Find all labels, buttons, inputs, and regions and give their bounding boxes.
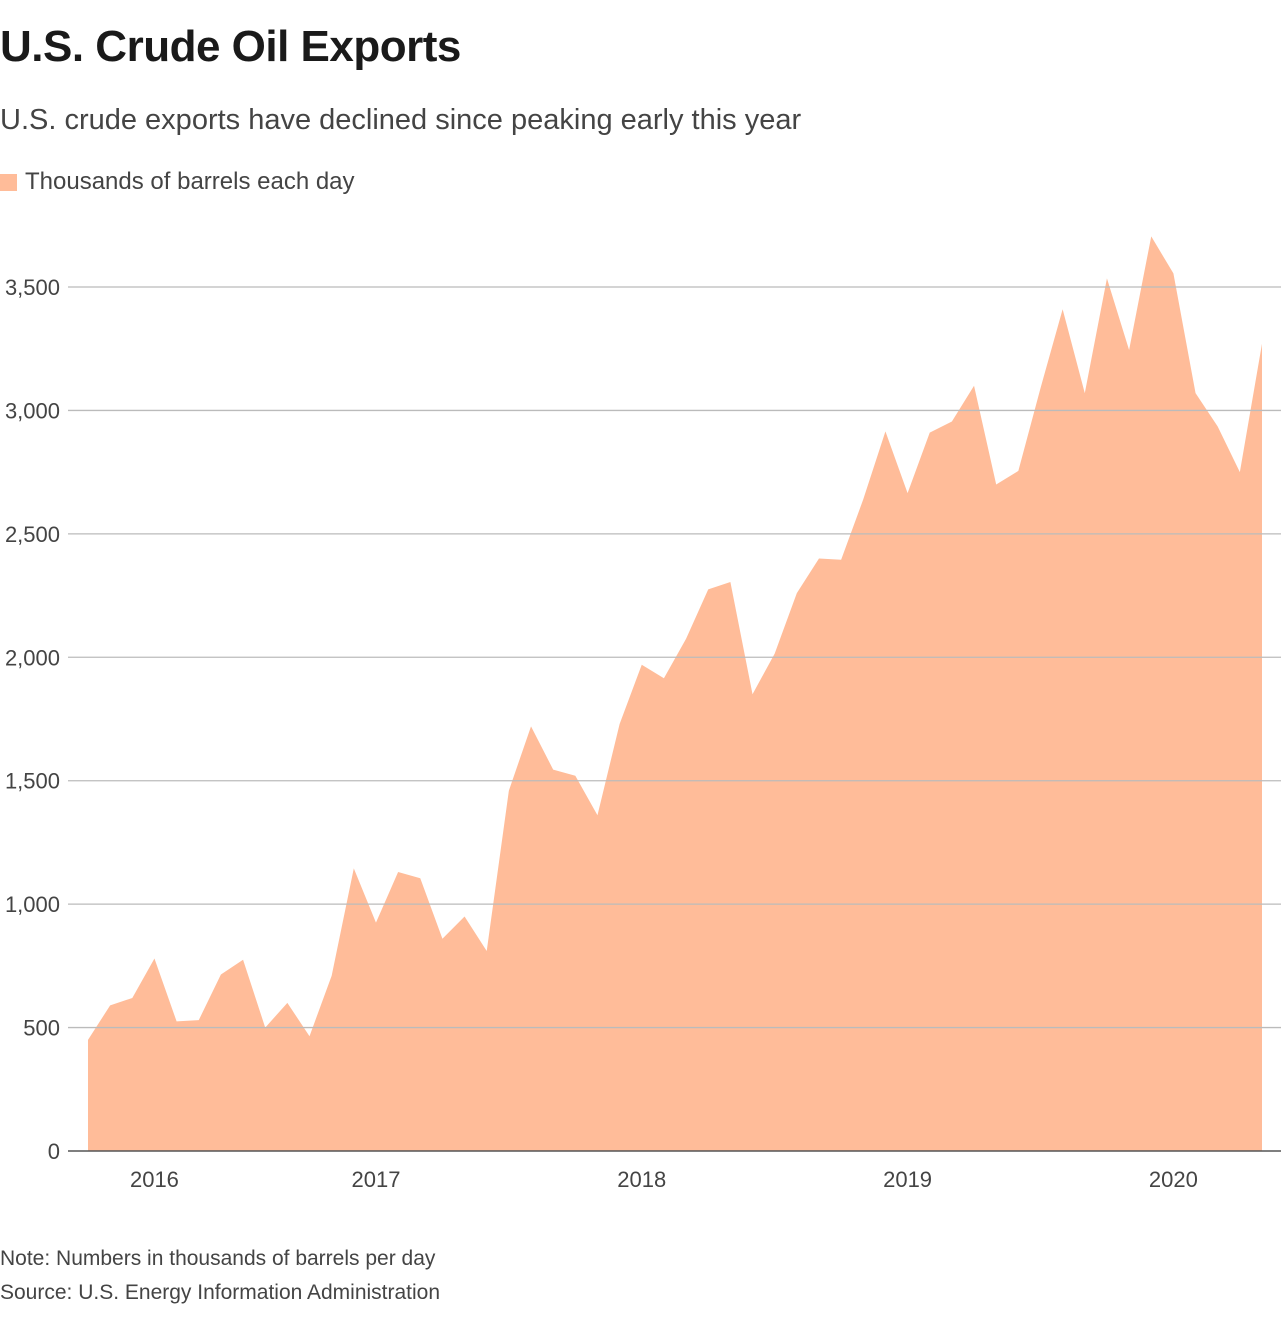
y-tick-label: 2,000 (5, 645, 60, 670)
x-tick-label: 2018 (617, 1167, 666, 1192)
y-tick-label: 2,500 (5, 522, 60, 547)
x-tick-label: 2019 (883, 1167, 932, 1192)
y-tick-label: 0 (48, 1139, 60, 1164)
y-tick-label: 500 (23, 1016, 60, 1041)
legend-swatch (0, 173, 17, 191)
chart-subtitle: U.S. crude exports have declined since p… (0, 104, 802, 136)
y-tick-label: 3,500 (5, 275, 60, 300)
chart-source: Source: U.S. Energy Information Administ… (0, 1281, 441, 1304)
y-tick-label: 3,000 (5, 398, 60, 423)
x-tick-label: 2020 (1149, 1167, 1198, 1192)
x-tick-label: 2017 (351, 1167, 400, 1192)
chart-note: Note: Numbers in thousands of barrels pe… (0, 1247, 436, 1270)
y-tick-label: 1,500 (5, 769, 60, 794)
legend: Thousands of barrels each day (0, 168, 355, 196)
area-series (88, 236, 1262, 1151)
legend-label: Thousands of barrels each day (25, 168, 355, 195)
chart-title: U.S. Crude Oil Exports (0, 22, 461, 71)
y-tick-label: 1,000 (5, 892, 60, 917)
x-tick-label: 2016 (130, 1167, 179, 1192)
